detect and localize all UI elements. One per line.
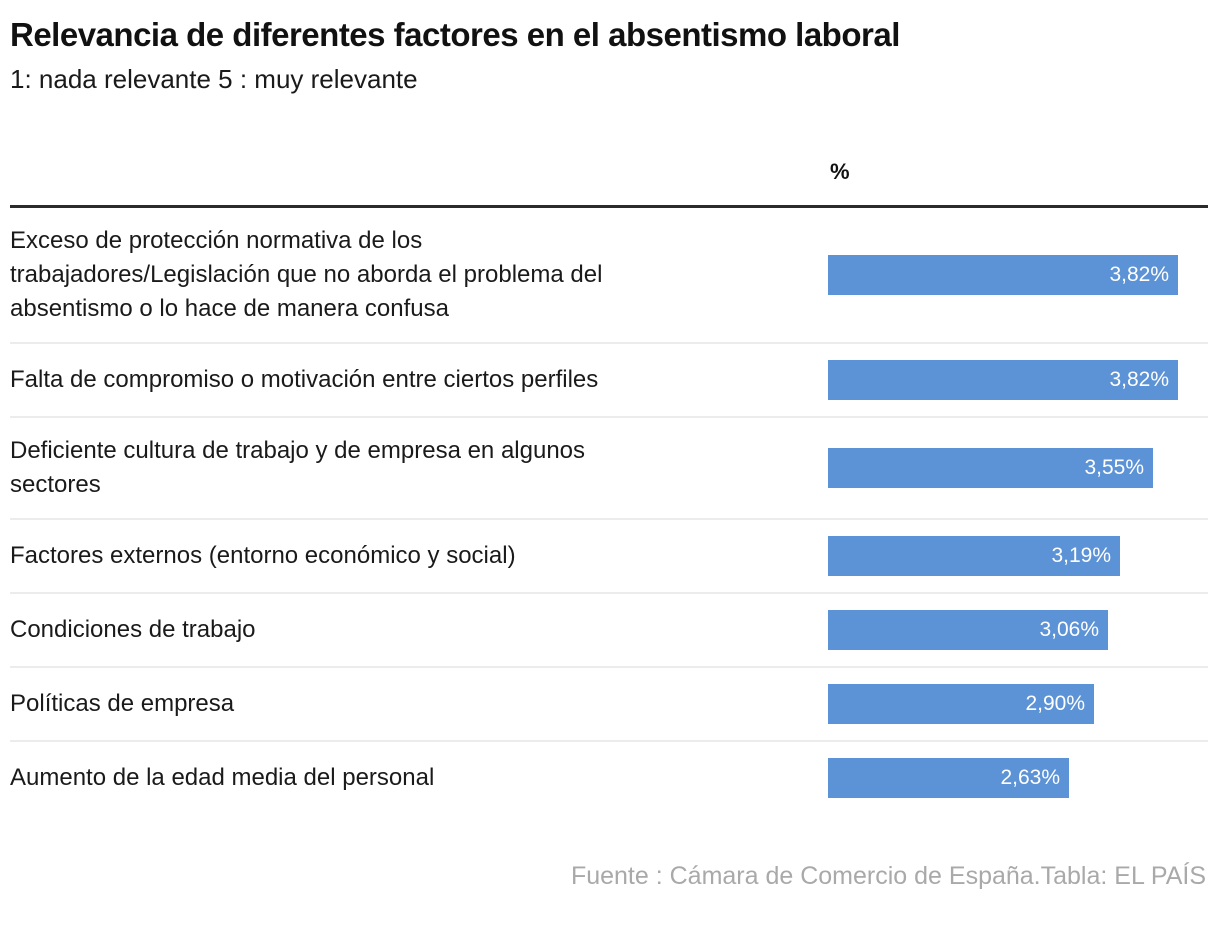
row-label: Aumento de la edad media del personal xyxy=(10,763,435,791)
value-bar: 3,82% xyxy=(828,359,1178,400)
row-label: Falta de compromiso o motivación entre c… xyxy=(10,365,599,393)
bar-cell: 2,63% xyxy=(828,757,1208,798)
bar-cell: 3,82% xyxy=(828,254,1208,295)
value-bar: 3,82% xyxy=(828,254,1178,295)
table-row: Falta de compromiso o motivación entre c… xyxy=(10,344,1208,418)
bar-cell: 2,90% xyxy=(828,683,1208,724)
row-label: Factores externos (entorno económico y s… xyxy=(10,541,516,569)
table-row: Aumento de la edad media del personal 2,… xyxy=(10,742,1208,814)
value-bar: 2,90% xyxy=(828,683,1094,724)
table-row: Condiciones de trabajo 3,06% xyxy=(10,594,1208,668)
value-bar: 3,19% xyxy=(828,535,1120,576)
bar-cell: 3,19% xyxy=(828,535,1208,576)
value-bar: 2,63% xyxy=(828,757,1069,798)
bar-cell: 3,82% xyxy=(828,359,1208,400)
bar-cell: 3,06% xyxy=(828,609,1208,650)
bar-value-label: 3,82% xyxy=(1109,367,1169,391)
bar-value-label: 2,90% xyxy=(1025,691,1085,715)
row-label: Deficiente cultura de trabajo y de empre… xyxy=(10,436,586,498)
bar-value-label: 2,63% xyxy=(1000,765,1060,789)
source-credit: Fuente : Cámara de Comercio de España.Ta… xyxy=(570,861,1206,890)
header-rule xyxy=(10,204,1208,208)
table-row: Políticas de empresa 2,90% xyxy=(10,668,1208,742)
bar-value-label: 3,55% xyxy=(1084,455,1144,479)
percent-column-header: % xyxy=(830,158,850,184)
bar-cell: 3,55% xyxy=(828,447,1208,488)
table-row: Factores externos (entorno económico y s… xyxy=(10,520,1208,594)
chart-subtitle: 1: nada relevante 5 : muy relevante xyxy=(10,63,418,94)
chart-title: Relevancia de diferentes factores en el … xyxy=(10,16,900,53)
table-row: Exceso de protección normativa de los tr… xyxy=(10,208,1208,344)
row-label: Exceso de protección normativa de los tr… xyxy=(10,226,603,322)
column-header-row: % xyxy=(10,159,1208,185)
row-label: Políticas de empresa xyxy=(10,689,235,717)
bar-value-label: 3,19% xyxy=(1051,543,1111,567)
table-body: Exceso de protección normativa de los tr… xyxy=(10,208,1208,814)
row-label: Condiciones de trabajo xyxy=(10,615,256,643)
bar-value-label: 3,06% xyxy=(1039,617,1099,641)
value-bar: 3,55% xyxy=(828,447,1153,488)
table-row: Deficiente cultura de trabajo y de empre… xyxy=(10,418,1208,520)
value-bar: 3,06% xyxy=(828,609,1108,650)
bar-value-label: 3,82% xyxy=(1109,262,1169,286)
